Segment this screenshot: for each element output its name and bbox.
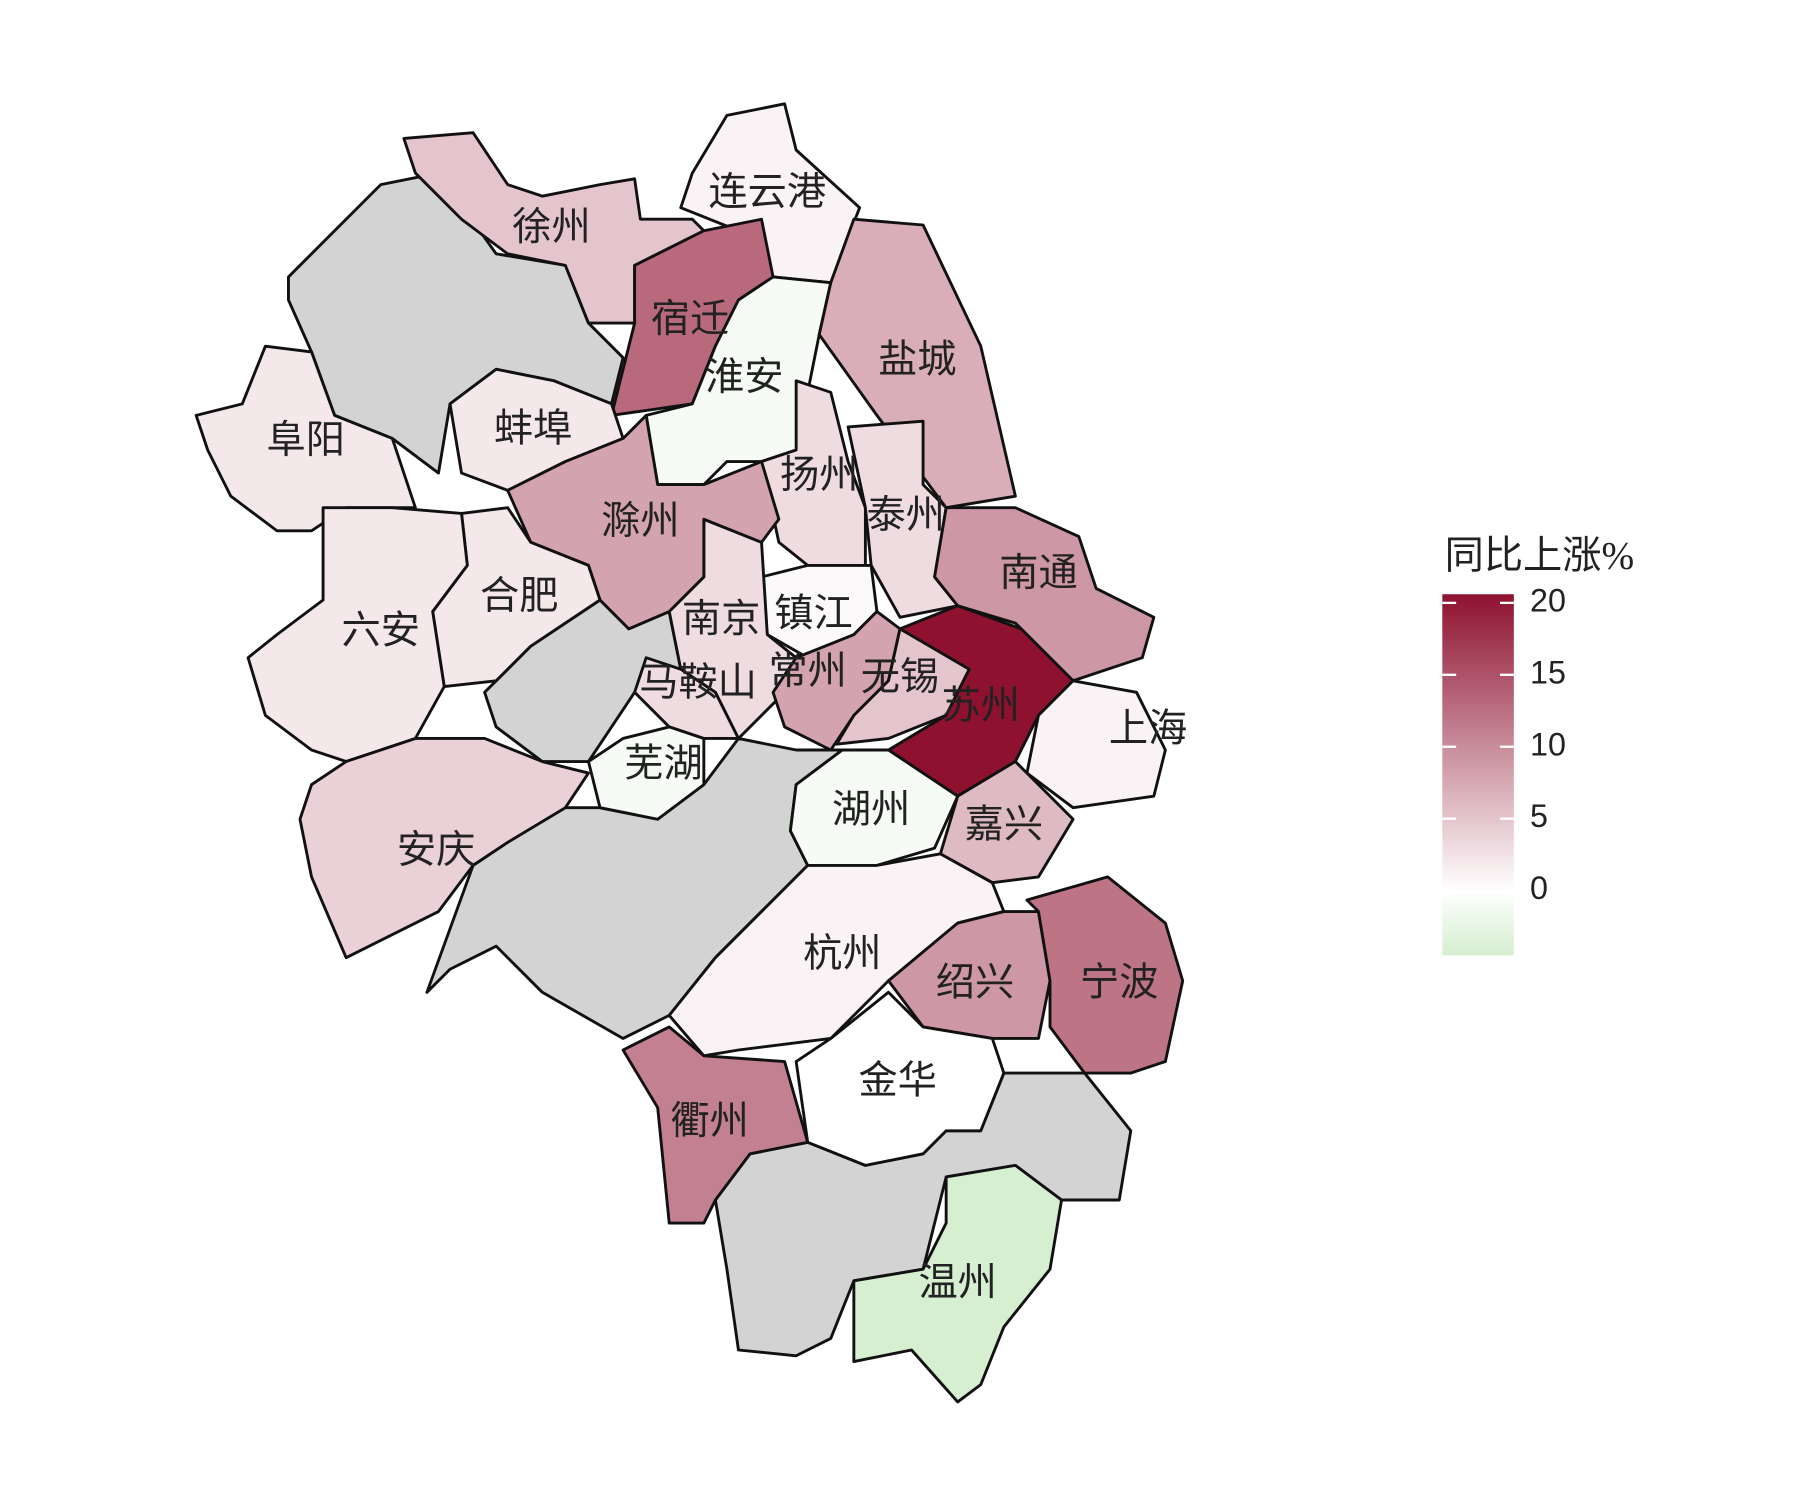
colorbar (1442, 594, 1514, 956)
region-label: 衢州 (670, 1099, 748, 1143)
region-label: 宿迁 (651, 297, 729, 341)
region-label: 湖州 (832, 788, 910, 831)
region (852, 1163, 1063, 1404)
region-label: 六安 (342, 610, 420, 653)
region (633, 656, 740, 740)
region (667, 852, 1006, 1058)
region-label: 扬州 (780, 454, 858, 497)
legend-title: 同比上涨% (1445, 535, 1635, 578)
region-label: 嘉兴 (965, 803, 1043, 846)
region-label: 南京 (682, 597, 760, 641)
region-label: 南通 (999, 552, 1077, 595)
region (298, 737, 590, 960)
region (587, 725, 706, 821)
legend-tick-label: 10 (1530, 726, 1566, 762)
legend-tick-label: 15 (1530, 654, 1566, 690)
region (621, 1025, 810, 1225)
region-label: 徐州 (512, 206, 590, 249)
region-label: 合肥 (480, 575, 558, 618)
region-label: 上海 (1109, 708, 1187, 751)
region-label: 宁波 (1080, 961, 1158, 1005)
no-data-regions (287, 171, 1133, 1358)
regions (194, 102, 1185, 1404)
region (194, 344, 417, 533)
legend-tick-label: 5 (1530, 798, 1548, 834)
region-label: 无锡 (861, 656, 939, 699)
region-label: 杭州 (803, 932, 881, 976)
region-label: 滁州 (601, 500, 679, 543)
region (794, 990, 1006, 1167)
region-label: 绍兴 (936, 962, 1014, 1005)
region-label: 安庆 (397, 829, 475, 872)
region-label: 金华 (858, 1059, 936, 1103)
region (1025, 875, 1185, 1075)
region-label: 盐城 (878, 338, 956, 381)
region-label: 苏州 (942, 685, 1020, 728)
region (817, 217, 1017, 510)
region-label: 泰州 (867, 494, 945, 537)
legend-tick-label: 0 (1530, 870, 1548, 906)
region-label: 温州 (918, 1262, 996, 1305)
region-label: 常州 (768, 650, 846, 693)
region (788, 748, 960, 867)
region-label: 马鞍山 (639, 661, 757, 705)
region-label: 阜阳 (267, 419, 345, 462)
region (1025, 679, 1167, 810)
region-label: 镇江 (774, 592, 852, 635)
legend-tick-label: 20 (1530, 582, 1566, 618)
region-label: 连云港 (708, 171, 826, 214)
region (933, 506, 1156, 683)
region-label: 淮安 (705, 356, 783, 399)
region-label: 蚌埠 (494, 407, 572, 451)
region-label: 芜湖 (624, 742, 702, 785)
legend: 同比上涨% 0 5 10 15 20 (1442, 535, 1634, 956)
